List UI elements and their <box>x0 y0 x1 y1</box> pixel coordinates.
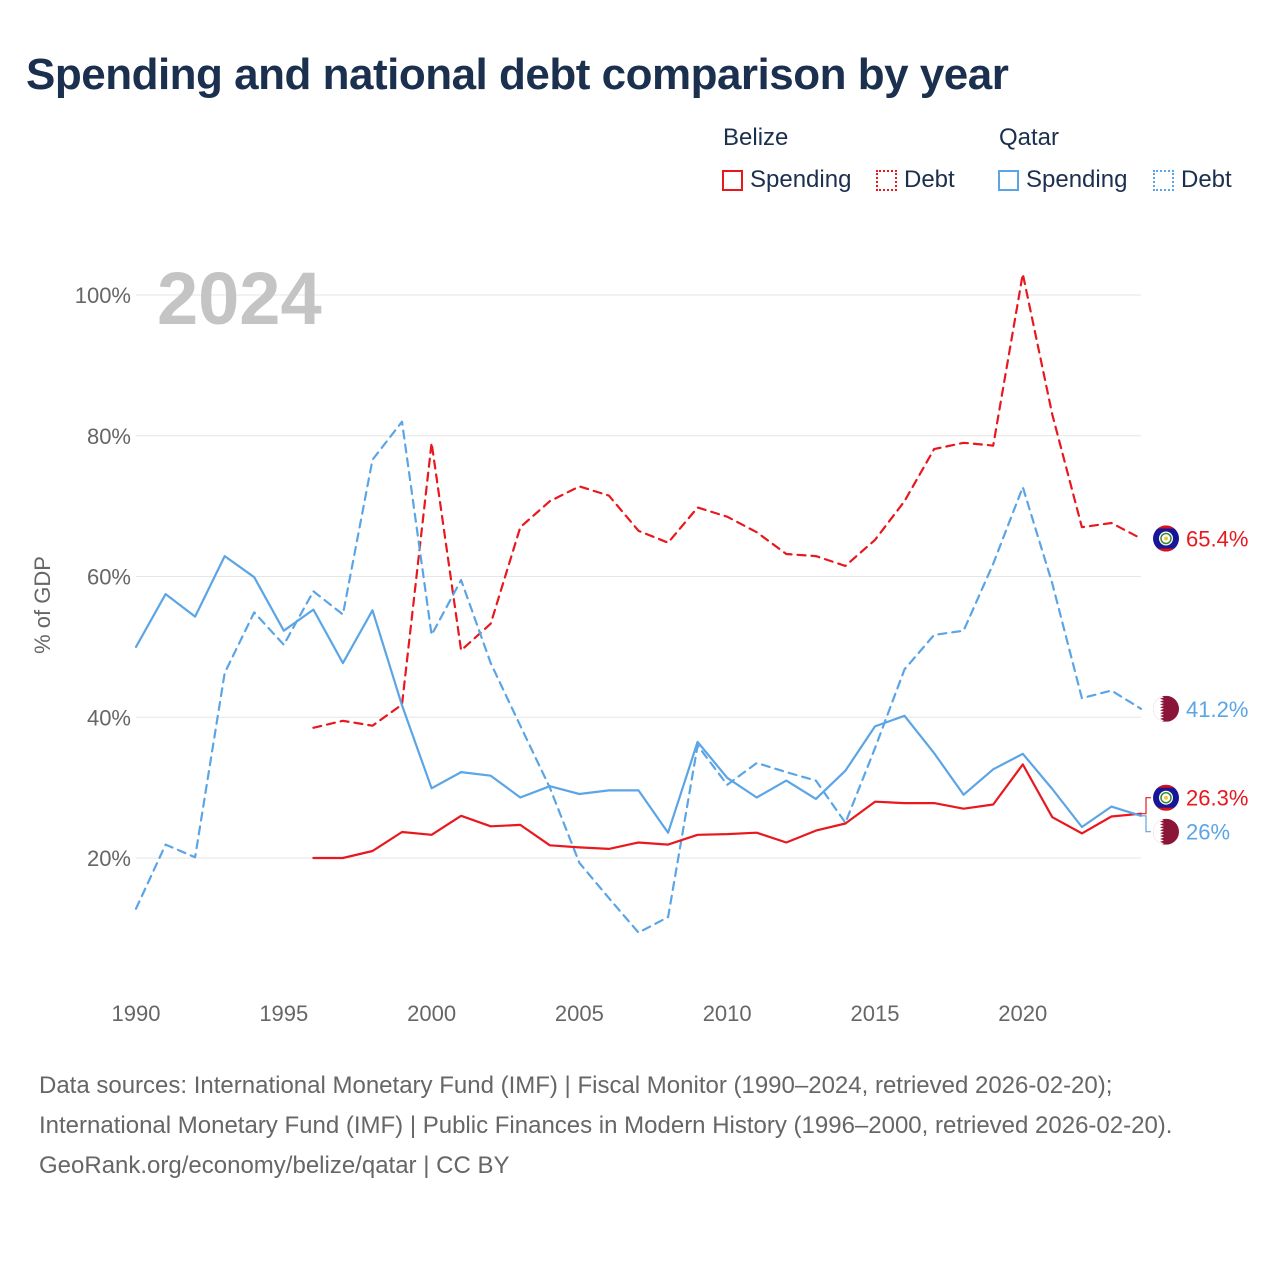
legend-item-belize-debt[interactable]: Debt <box>876 166 955 194</box>
y-tick-label: 20% <box>87 846 131 871</box>
end-value-label: 26% <box>1186 820 1230 845</box>
belize-flag-icon <box>1153 784 1179 811</box>
y-axis-label: % of GDP <box>30 556 55 654</box>
end-marker-qatar-debt: 41.2% <box>1153 695 1248 722</box>
belize-spending-line[interactable] <box>312 763 1143 860</box>
x-tick-label: 2010 <box>703 1001 752 1026</box>
legend-country-belize: Belize <box>723 124 789 151</box>
legend-item-qatar-debt[interactable]: Debt <box>1153 166 1232 194</box>
y-tick-label: 100% <box>75 283 131 308</box>
chart-title: Spending and national debt comparison by… <box>26 50 1009 99</box>
end-value-label: 41.2% <box>1186 697 1248 722</box>
footer: Data sources: International Monetary Fun… <box>39 1066 1239 1186</box>
qatar-flag-icon <box>1153 695 1179 722</box>
year-watermark: 2024 <box>157 257 322 340</box>
legend-label: Spending <box>750 166 852 193</box>
credit-link[interactable]: GeoRank.org/economy/belize/qatar | CC BY <box>39 1152 510 1179</box>
belize-flag-icon <box>1153 525 1179 552</box>
legend-label: Spending <box>1026 166 1128 193</box>
x-tick-label: 1990 <box>112 1001 161 1026</box>
series-lines <box>134 272 1143 934</box>
end-marker-belize-spending: 26.3% <box>1142 784 1248 815</box>
qatar-debt-line[interactable] <box>134 420 1143 934</box>
legend-country-qatar: Qatar <box>999 124 1060 151</box>
y-axis-ticks: 20% 40% 60% 80% 100% <box>75 283 131 871</box>
legend-label: Debt <box>1181 166 1232 193</box>
end-value-label: 26.3% <box>1186 786 1248 811</box>
end-marker-qatar-spending: 26% <box>1142 815 1230 845</box>
x-tick-label: 2000 <box>407 1001 456 1026</box>
solid-line-swatch-icon <box>722 169 743 191</box>
y-tick-label: 60% <box>87 565 131 590</box>
solid-line-swatch-icon <box>998 169 1019 191</box>
label-connector <box>1142 815 1151 833</box>
x-tick-label: 2015 <box>850 1001 899 1026</box>
end-value-label: 65.4% <box>1186 526 1248 551</box>
line-chart: 2024 % of GDP 20% 40% 60% 80% 100% 1990 1995 2… <box>30 257 1248 1026</box>
legend-label: Debt <box>904 166 955 193</box>
legend-item-belize-spending[interactable]: Spending <box>722 166 851 194</box>
dotted-line-swatch-icon <box>876 169 897 191</box>
x-axis-ticks: 1990 1995 2000 2005 2010 2015 2020 <box>112 1001 1048 1026</box>
belize-debt-line[interactable] <box>312 272 1143 729</box>
x-tick-label: 2005 <box>555 1001 604 1026</box>
legend-item-qatar-spending[interactable]: Spending <box>998 166 1127 194</box>
x-tick-label: 2020 <box>998 1001 1047 1026</box>
qatar-flag-icon <box>1153 818 1179 845</box>
qatar-spending-line[interactable] <box>134 554 1143 834</box>
x-tick-label: 1995 <box>259 1001 308 1026</box>
gridlines <box>136 294 1141 859</box>
data-sources: Data sources: International Monetary Fun… <box>39 1072 1173 1139</box>
end-marker-belize-debt: 65.4% <box>1153 525 1248 552</box>
dotted-line-swatch-icon <box>1153 169 1174 191</box>
y-tick-label: 80% <box>87 424 131 449</box>
y-tick-label: 40% <box>87 705 131 730</box>
label-connector <box>1142 797 1151 815</box>
end-markers: 65.4% 41.2% 26.3% 26% <box>1142 525 1248 845</box>
